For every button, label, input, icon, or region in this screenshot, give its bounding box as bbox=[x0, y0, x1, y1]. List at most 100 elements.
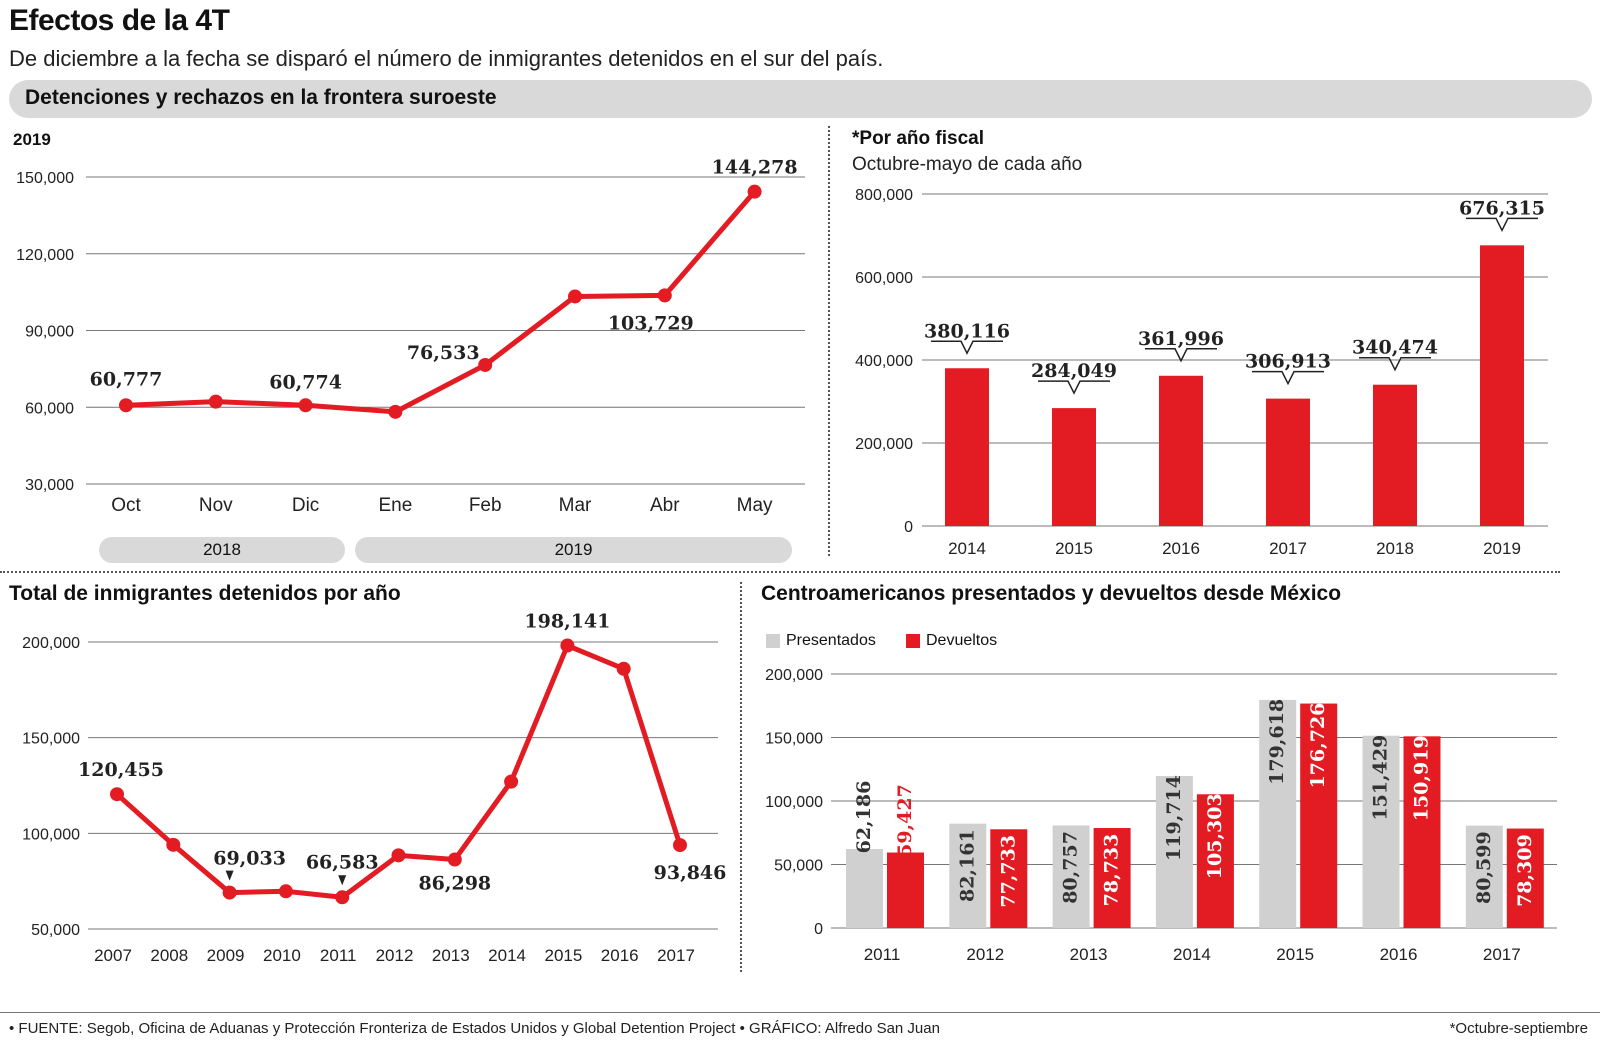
br-bar-devueltos bbox=[1506, 828, 1544, 928]
bl-xtick-label: 2009 bbox=[207, 946, 245, 965]
bl-xtick-label: 2008 bbox=[150, 946, 188, 965]
bl-data-point bbox=[616, 661, 631, 676]
tr-xtick-label: 2018 bbox=[1376, 539, 1414, 558]
bl-data-label: 198,141 bbox=[524, 611, 610, 633]
br-label-presentados: 179,618 bbox=[1266, 699, 1288, 785]
br-label-presentados: 151,429 bbox=[1370, 735, 1392, 821]
bl-ytick-label: 150,000 bbox=[22, 731, 80, 748]
tr-ytick-label: 800,000 bbox=[855, 187, 913, 204]
bl-ytick-label: 100,000 bbox=[22, 826, 80, 843]
bl-data-point bbox=[504, 774, 519, 789]
tl-data-point bbox=[657, 288, 672, 303]
bl-data-point bbox=[110, 787, 124, 802]
bl-xtick-label: 2007 bbox=[94, 946, 132, 965]
legend-devueltos-label: Devueltos bbox=[926, 632, 998, 649]
tr-data-label: 676,315 bbox=[1459, 197, 1545, 219]
tr-ytick-label: 600,000 bbox=[855, 270, 913, 287]
br-ytick-label: 50,000 bbox=[774, 858, 823, 875]
tr-data-label: 361,996 bbox=[1138, 328, 1224, 350]
br-label-devueltos: 59,427 bbox=[894, 784, 916, 857]
br-label-presentados: 82,161 bbox=[956, 829, 978, 902]
bl-data-point bbox=[447, 852, 462, 867]
horizontal-divider bbox=[0, 571, 1560, 573]
vertical-divider-bottom bbox=[740, 582, 742, 972]
br-ytick-label: 200,000 bbox=[765, 667, 823, 684]
tr-ytick-label: 0 bbox=[904, 519, 913, 536]
bl-data-label: 69,033 bbox=[213, 848, 286, 870]
tr-xtick-label: 2015 bbox=[1055, 539, 1093, 558]
br-label-devueltos: 176,726 bbox=[1307, 703, 1329, 789]
footer-note: *Octubre-septiembre bbox=[1449, 1020, 1588, 1037]
br-bar-devueltos bbox=[1403, 736, 1441, 928]
tl-series-line bbox=[125, 190, 757, 415]
tl-data-point bbox=[478, 357, 493, 372]
tr-data-label: 380,116 bbox=[924, 320, 1010, 342]
br-bar-presentados bbox=[1259, 699, 1297, 928]
tl-ytick-label: 120,000 bbox=[16, 247, 74, 264]
page-title: Efectos de la 4T bbox=[9, 4, 230, 37]
bl-data-point bbox=[278, 884, 293, 899]
tl-xtick-label: Abr bbox=[650, 495, 680, 516]
bl-ytick-label: 50,000 bbox=[31, 922, 80, 939]
tr-bar bbox=[1266, 398, 1310, 526]
br-xtick-label: 2014 bbox=[1173, 945, 1211, 964]
br-label-presentados: 62,186 bbox=[853, 781, 875, 854]
br-bar-presentados bbox=[949, 823, 987, 928]
br-ytick-label: 150,000 bbox=[765, 731, 823, 748]
tr-bar bbox=[945, 368, 989, 526]
br-bar-presentados bbox=[1155, 775, 1193, 928]
tr-label-pointer bbox=[1038, 380, 1110, 395]
br-bar-presentados bbox=[1465, 825, 1503, 928]
br-xtick-label: 2015 bbox=[1276, 945, 1314, 964]
br-xtick-label: 2017 bbox=[1483, 945, 1521, 964]
tl-ytick-label: 60,000 bbox=[25, 400, 74, 417]
bl-title: Total de inmigrantes detenidos por año bbox=[9, 582, 401, 605]
br-xtick-label: 2012 bbox=[966, 945, 1004, 964]
br-label-devueltos: 77,733 bbox=[997, 835, 1019, 908]
bl-data-label: 86,298 bbox=[418, 873, 491, 895]
tl-xtick-label: May bbox=[737, 495, 773, 516]
tl-xtick-label: Dic bbox=[292, 495, 319, 516]
bl-xtick-label: 2014 bbox=[488, 946, 526, 965]
tr-ytick-label: 400,000 bbox=[855, 353, 913, 370]
tl-data-point bbox=[747, 184, 762, 199]
bl-data-point bbox=[391, 848, 406, 863]
tr-data-label: 340,474 bbox=[1352, 337, 1438, 359]
tr-bar bbox=[1052, 408, 1096, 526]
tr-ytick-label: 200,000 bbox=[855, 436, 913, 453]
footer-source: • FUENTE: Segob, Oficina de Aduanas y Pr… bbox=[9, 1020, 940, 1037]
tr-data-label: 306,913 bbox=[1245, 351, 1331, 373]
tl-xtick-label: Nov bbox=[199, 495, 233, 516]
tr-label-pointer bbox=[1466, 217, 1538, 233]
tr-xtick-label: 2016 bbox=[1162, 539, 1200, 558]
bl-ytick-label: 200,000 bbox=[22, 635, 80, 652]
tr-bar bbox=[1373, 384, 1417, 526]
bl-data-label: 120,455 bbox=[78, 759, 164, 781]
legend-swatch-gray bbox=[766, 634, 780, 648]
tl-year-label: 2019 bbox=[13, 130, 51, 149]
tr-subtitle: Octubre-mayo de cada año bbox=[852, 154, 1083, 175]
tr-label-pointer bbox=[1252, 370, 1324, 386]
tr-bar bbox=[1159, 375, 1203, 526]
br-label-devueltos: 105,303 bbox=[1204, 793, 1226, 879]
br-bar-presentados bbox=[1362, 735, 1400, 928]
tl-xtick-label: Mar bbox=[559, 495, 592, 516]
bl-data-point bbox=[335, 890, 350, 905]
tl-ytick-label: 90,000 bbox=[25, 324, 74, 341]
tr-label-pointer bbox=[931, 340, 1003, 355]
tl-data-label: 60,774 bbox=[269, 371, 342, 393]
tl-ytick-label: 150,000 bbox=[16, 170, 74, 187]
br-label-presentados: 80,757 bbox=[1060, 831, 1082, 904]
bl-xtick-label: 2012 bbox=[376, 946, 414, 965]
bl-data-point bbox=[560, 638, 575, 653]
br-xtick-label: 2013 bbox=[1070, 945, 1108, 964]
br-bar-presentados bbox=[846, 849, 883, 928]
tl-xtick-label: Oct bbox=[111, 495, 141, 516]
tl-data-point bbox=[568, 289, 582, 304]
period-2018-pill: 2018 bbox=[99, 537, 345, 563]
br-xtick-label: 2016 bbox=[1380, 945, 1418, 964]
tl-data-point bbox=[119, 398, 133, 413]
bl-label-pointer bbox=[338, 875, 347, 886]
tr-data-label: 284,049 bbox=[1031, 360, 1117, 382]
